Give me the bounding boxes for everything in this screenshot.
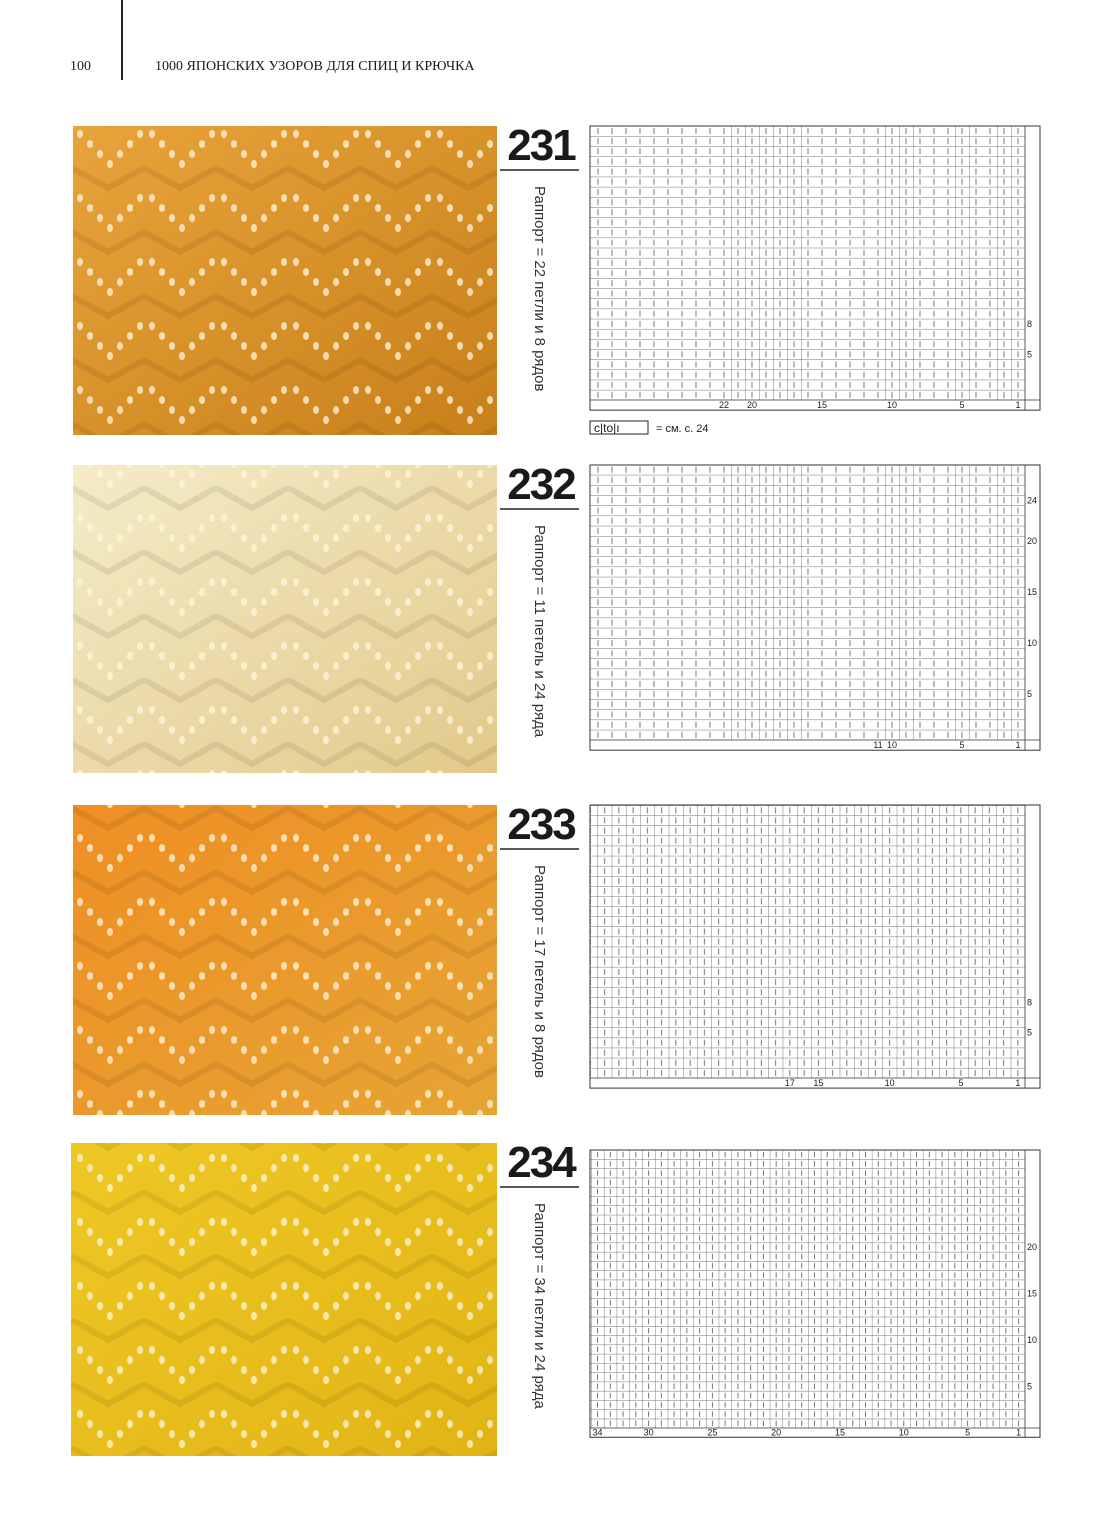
column-label: 30 [644,1427,654,1437]
column-label: 5 [959,400,964,410]
legend-symbol: c|to|ı [589,420,649,435]
chart-frame [589,464,1041,751]
row-label: 5 [1027,349,1032,359]
row-label: 15 [1027,1289,1037,1299]
row-label: 24 [1027,495,1037,505]
column-label: 1 [1015,400,1020,410]
column-label: 10 [887,400,897,410]
row-label: 8 [1027,319,1032,329]
column-label: 5 [959,740,964,750]
knit-texture [73,805,497,1115]
column-label: 10 [885,1078,895,1088]
column-label: 20 [747,400,757,410]
page-number: 100 [70,59,91,74]
row-label: 8 [1027,997,1032,1007]
column-label: 22 [719,400,729,410]
column-label: 34 [593,1427,603,1437]
chart-grid [590,1150,1025,1428]
repeat-text: Раппорт = 22 петли и 8 рядов [531,186,548,392]
chart-grid [590,465,1025,740]
row-label: 20 [1027,1242,1037,1252]
repeat-text: Раппорт = 34 петли и 24 ряда [531,1203,548,1410]
row-label: 15 [1027,587,1037,597]
repeat-text: Раппорт = 17 петель и 8 рядов [531,865,548,1078]
chart-frame [589,804,1041,1089]
column-label: 25 [707,1427,717,1437]
pattern-number: 234 [507,1138,577,1187]
pattern-number: 231 [507,121,576,170]
column-label: 10 [899,1427,909,1437]
column-label: 1 [1015,740,1020,750]
knit-texture [73,465,497,773]
column-label: 15 [813,1078,823,1088]
column-label: 20 [771,1427,781,1437]
row-label: 10 [1027,1335,1037,1345]
row-label: 5 [1027,689,1032,699]
column-label: 15 [835,1427,845,1437]
column-label: 5 [958,1078,963,1088]
pattern-number: 232 [507,460,575,509]
row-label: 5 [1027,1381,1032,1391]
chart-grid [590,126,1025,400]
knit-texture [71,1143,497,1456]
row-label: 10 [1027,638,1037,648]
column-label: 1 [1015,1078,1020,1088]
chart-frame [589,125,1041,411]
repeat-text: Раппорт = 11 петель и 24 ряда [531,525,548,738]
knit-texture [73,126,497,435]
column-label: 5 [965,1427,970,1437]
row-label: 20 [1027,536,1037,546]
column-label: 15 [817,400,827,410]
chart-frame [589,1149,1041,1438]
legend-glyph: c|to|ı [594,421,620,435]
chart-grid [590,805,1025,1078]
column-label: 1 [1016,1427,1021,1437]
legend-text: = см. с. 24 [656,423,709,435]
book-title: 1000 ЯПОНСКИХ УЗОРОВ ДЛЯ СПИЦ И КРЮЧКА [155,59,475,74]
column-label: 11 [873,740,882,750]
column-label: 10 [887,740,897,750]
pattern-number: 233 [507,800,575,849]
column-label: 17 [785,1078,795,1088]
row-label: 5 [1027,1028,1032,1038]
